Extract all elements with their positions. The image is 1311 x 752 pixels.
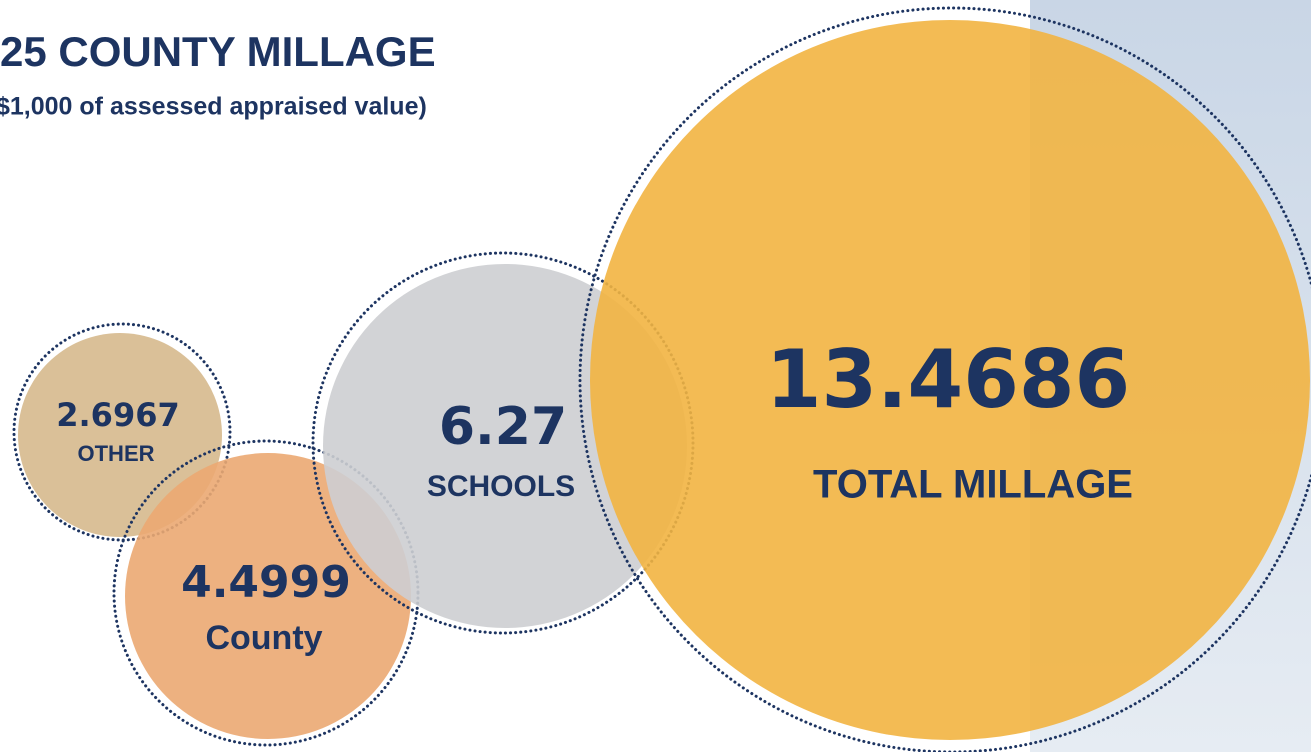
bubble-ring (578, 6, 1311, 752)
value-label: 4.4999 (181, 557, 351, 608)
chart-title: 25 COUNTY MILLAGE (0, 28, 436, 75)
value-label: 13.4686 (766, 333, 1130, 426)
category-label: OTHER (78, 441, 155, 466)
bubbles: 2.6967 OTHER 4.4999 County 6.27 SCHOOLS 13.468… (12, 6, 1311, 752)
bubble (125, 453, 411, 739)
category-label: TOTAL MILLAGE (813, 463, 1133, 507)
bubble (18, 333, 222, 537)
category-label: County (205, 619, 322, 657)
chart-subtitle: $1,000 of assessed appraised value) (0, 93, 427, 121)
value-label: 2.6967 (56, 396, 179, 434)
category-label: SCHOOLS (427, 470, 575, 503)
bubble (590, 20, 1310, 740)
bubble-ring (12, 322, 232, 542)
value-label: 6.27 (439, 397, 567, 457)
